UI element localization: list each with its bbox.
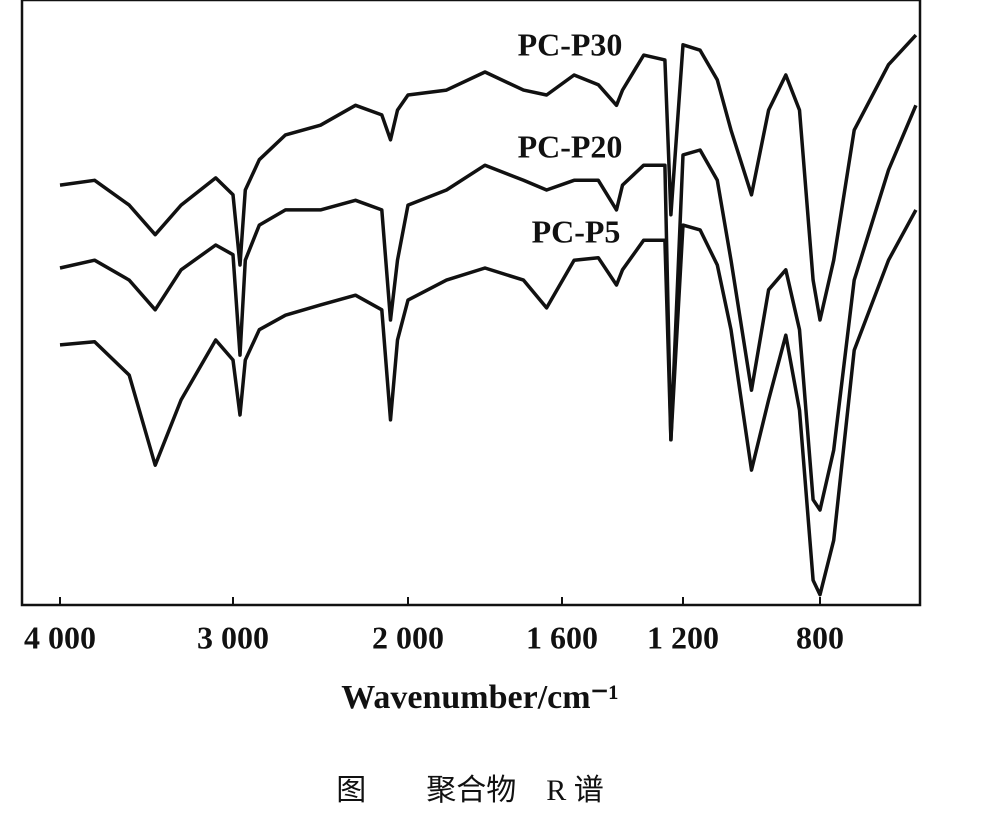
spectrum-line [59, 33, 918, 322]
x-tick-label: 4 000 [24, 619, 96, 655]
x-tick-label: 800 [796, 619, 844, 655]
x-tick-label: 3 000 [197, 619, 269, 655]
series-label: PC-P30 [518, 26, 623, 62]
spectrum-line [59, 104, 918, 512]
x-tick-label: 1 200 [647, 619, 719, 655]
x-axis-label: Wavenumber/cm⁻¹ [341, 679, 618, 716]
spectrum-line [59, 209, 918, 597]
caption: 图 聚合物 R 谱 [336, 774, 604, 807]
x-tick-label: 1 600 [526, 619, 598, 655]
x-tick-label: 2 000 [372, 619, 444, 655]
series-label: PC-P5 [532, 213, 621, 249]
plot-frame [20, 0, 922, 607]
series-label: PC-P20 [518, 128, 623, 164]
